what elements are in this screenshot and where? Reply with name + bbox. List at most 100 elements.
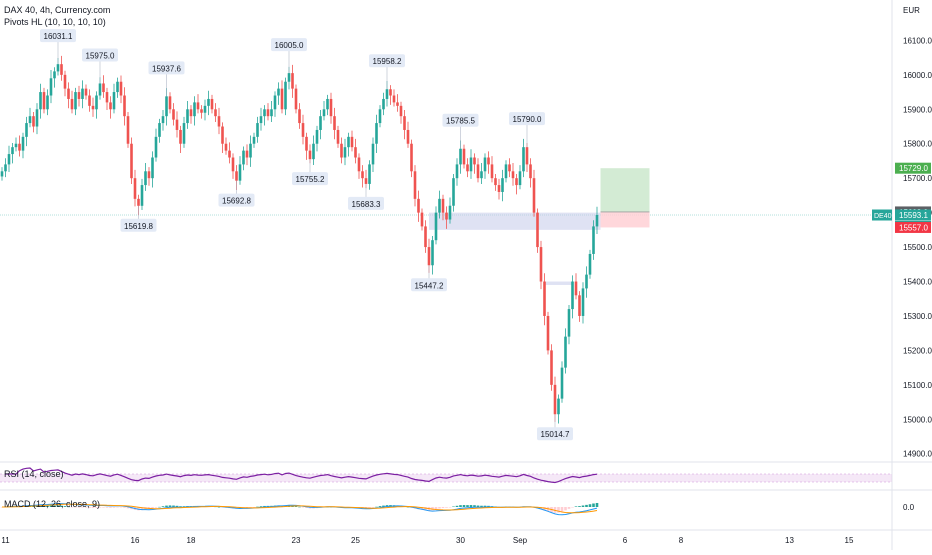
candle [140, 178, 144, 210]
candle [525, 143, 529, 172]
candle-body [67, 88, 70, 99]
candle-body [28, 116, 32, 124]
candle-body [74, 92, 77, 110]
candle [245, 144, 249, 166]
candle [161, 109, 165, 131]
macd-bar [480, 505, 483, 507]
candle [592, 220, 595, 260]
candle-body [196, 102, 200, 110]
candle-body [483, 157, 487, 172]
candle [588, 249, 592, 279]
candle [490, 156, 494, 183]
candle-body [564, 336, 567, 368]
candle [319, 109, 322, 140]
candle-body [504, 164, 508, 179]
candle-body [473, 157, 476, 165]
candle-body [207, 98, 210, 106]
candle-body [350, 136, 354, 148]
candle [193, 96, 196, 126]
candle-body [511, 171, 515, 179]
price-tick-label: 15800.0 [903, 140, 932, 149]
candle [4, 158, 7, 178]
candle [567, 304, 571, 345]
candle [291, 64, 294, 98]
pivot-box [509, 112, 545, 126]
candle-body [4, 164, 7, 172]
macd-bar [448, 507, 452, 508]
candle [224, 137, 228, 155]
pivot-label: 15683.3 [348, 183, 384, 210]
candle [175, 111, 179, 138]
time-axis: 111618232530Sep68131520222729Oct5 [1, 536, 854, 545]
candle [480, 163, 483, 185]
candle [417, 190, 420, 222]
candle [595, 206, 599, 234]
candle [399, 101, 403, 124]
candle [294, 84, 298, 114]
candle-body [217, 116, 221, 127]
candle-body [462, 148, 466, 165]
macd-bar [581, 505, 585, 507]
macd-bar [368, 507, 371, 509]
candle-body [221, 126, 224, 144]
candle-body [280, 88, 284, 110]
macd-bar [298, 506, 301, 508]
time-tick-label: 16 [131, 536, 140, 545]
candle-body [578, 295, 581, 316]
candle [18, 135, 21, 157]
macd-bar [98, 507, 102, 508]
candle [182, 116, 186, 148]
candle-body [347, 136, 350, 148]
candle [231, 153, 235, 179]
axis-price-label: 15557.0 [895, 221, 931, 233]
time-tick-label: 11 [1, 536, 10, 545]
macd-bar [60, 505, 63, 507]
macd-bar [434, 507, 438, 510]
candle-body [242, 150, 245, 165]
macd-bar [560, 507, 564, 512]
candle [375, 114, 378, 154]
candle-body [130, 143, 133, 179]
candle [487, 151, 490, 174]
candle [21, 132, 25, 159]
candle-body [368, 164, 371, 184]
candle [74, 87, 77, 116]
candle [39, 83, 42, 119]
pivot-label: 15755.2 [292, 159, 328, 186]
pivot-value: 15683.3 [352, 200, 381, 209]
candle-body [287, 73, 291, 82]
candle [326, 94, 329, 116]
macd-bar [252, 507, 256, 508]
candle [88, 89, 91, 112]
pivot-label: 15975.0 [82, 48, 118, 84]
macd-bar [543, 507, 546, 511]
macd-bar [539, 507, 543, 510]
candle-body [508, 164, 511, 172]
candle-body [193, 102, 196, 117]
macd-bar [67, 506, 70, 508]
candle [189, 105, 193, 124]
time-tick-label: 30 [456, 536, 465, 545]
macd-bar [473, 505, 476, 507]
time-tick-label: 23 [292, 536, 301, 545]
candle-body [214, 109, 217, 117]
candle-body [543, 281, 546, 316]
candle [70, 90, 74, 114]
macd-bar [137, 507, 140, 511]
candle-body [18, 143, 21, 151]
candle-body [312, 143, 315, 160]
candle [469, 149, 473, 179]
candle [455, 158, 459, 186]
candle-body [417, 198, 420, 213]
candle [102, 75, 105, 98]
candle [154, 128, 158, 162]
candle [406, 121, 410, 148]
candle-body [343, 147, 347, 158]
candle-body [308, 150, 312, 160]
zones [429, 212, 601, 285]
candle-body [571, 281, 574, 310]
candle-body [557, 398, 560, 415]
candle-body [522, 147, 525, 172]
